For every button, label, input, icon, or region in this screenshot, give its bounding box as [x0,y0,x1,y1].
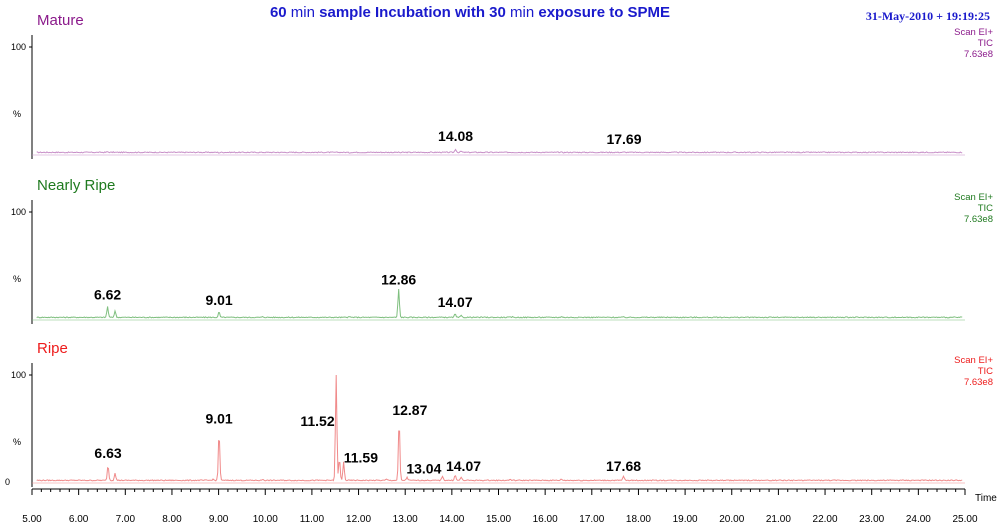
panel-name: Nearly Ripe [37,177,115,194]
acquisition-timestamp: 31-May-2010 + 19:19:25 [866,9,990,23]
title-part: min [506,4,539,21]
x-tick-label: 10.00 [253,514,278,525]
time-axis: 5.00 6.00 7.00 8.00 9.00 10.00 11.00 12.00 13.00… [22,488,997,525]
scan-info-line: TIC [978,38,993,49]
x-tick-label: 7.00 [116,514,136,525]
x-tick-label: 19.00 [673,514,698,525]
x-axis-label: Time [975,493,997,504]
x-tick-label: 24.00 [906,514,931,525]
title-part: min [287,4,320,21]
x-tick-label: 20.00 [719,514,744,525]
x-tick-label: 16.00 [533,514,558,525]
peak-label: 17.68 [606,458,641,474]
title-part: 60 [270,4,287,21]
peak-label: 12.86 [381,271,416,287]
peak-label: 17.69 [606,131,641,147]
peak-label: 6.62 [94,286,121,302]
x-tick-label: 9.00 [209,514,229,525]
x-tick-label: 23.00 [859,514,884,525]
x-tick-label: 17.00 [579,514,604,525]
peak-label: 14.07 [446,458,481,474]
peak-label: 14.08 [438,128,473,144]
x-tick-label: 5.00 [22,514,42,525]
panel-name: Ripe [37,340,68,357]
scan-info-line: 7.63e8 [964,214,993,225]
peak-label: 11.59 [344,449,378,465]
y-tick-label: % [13,437,21,447]
peak-label: 9.01 [205,411,232,427]
peak-label: 6.63 [94,445,121,461]
title-part: exposure to SPME [538,4,670,21]
scan-info-line: Scan EI+ [954,27,993,38]
panel-name: Mature [37,12,84,29]
peak-label: 12.87 [392,402,427,418]
peak-label: 9.01 [205,292,232,308]
x-tick-label: 21.00 [766,514,791,525]
scan-info-line: Scan EI+ [954,355,993,366]
y-tick-label: 100 [11,42,26,52]
x-tick-label: 12.00 [346,514,371,525]
tic-trace [36,288,963,319]
x-tick-label: 11.00 [300,514,325,525]
y-tick-label: 0 [5,477,10,487]
y-tick-label: 100 [11,207,26,217]
x-tick-label: 6.00 [69,514,89,525]
x-tick-label: 15.00 [486,514,511,525]
peak-label: 11.52 [300,413,334,429]
x-tick-label: 14.00 [439,514,464,525]
scan-info-line: Scan EI+ [954,192,993,203]
tic-trace [36,148,963,154]
x-tick-label: 13.00 [393,514,418,525]
scan-info-line: 7.63e8 [964,49,993,60]
scan-info-line: TIC [978,366,993,377]
scan-info-line: 7.63e8 [964,377,993,388]
peak-label: 13.04 [406,460,441,476]
chart-title: 60 min sample Incubation with 30 min exp… [270,4,670,21]
x-tick-label: 25.00 [952,514,977,525]
tic-trace [36,374,963,482]
x-tick-label: 22.00 [813,514,838,525]
scan-info-line: TIC [978,203,993,214]
y-tick-label: % [13,109,21,119]
x-tick-label: 18.00 [626,514,651,525]
y-tick-label: % [13,274,21,284]
title-part: sample Incubation with 30 [319,4,506,21]
y-tick-label: 100 [11,370,26,380]
x-tick-label: 8.00 [162,514,182,525]
peak-label: 14.07 [438,294,473,310]
